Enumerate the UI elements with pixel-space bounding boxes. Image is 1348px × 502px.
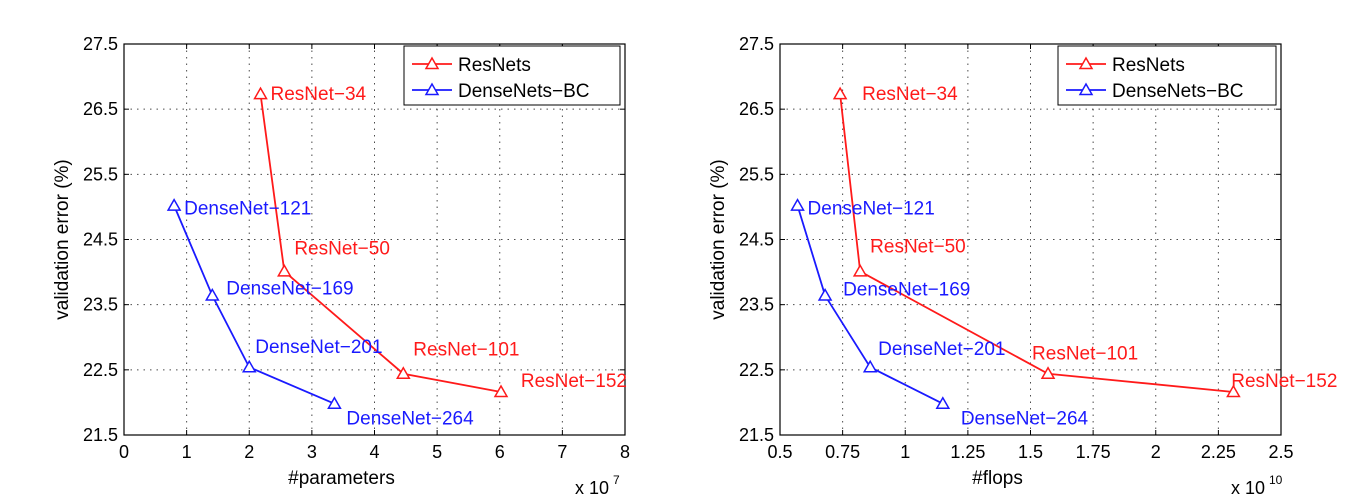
y-tick-label: 25.5 [83,164,118,184]
y-tick-label: 22.5 [83,360,118,380]
grid-lines [124,44,625,435]
series-line [259,94,502,393]
legend-entry: ResNets [458,55,531,76]
legend-swatch-marker [1078,82,1094,96]
data-point-label: ResNet−152 [521,371,627,392]
legend-box [403,45,621,106]
y-tick-label: 24.5 [739,230,774,250]
series-line [839,94,1234,393]
data-point-label: DenseNet−121 [184,199,311,220]
y-tick-label: 21.5 [739,425,774,445]
series-densenets: DenseNet−121 DenseNet−169 DenseNet−201 Dens… [790,198,1089,430]
x-tick-label: 2 [244,442,254,462]
x-tick-label: 1.75 [1076,442,1111,462]
data-point-label: DenseNet−121 [808,199,935,220]
data-point-label: DenseNet−169 [843,280,970,301]
y-tick-label: 26.5 [739,99,774,119]
y-axis-label: validation error (%) [52,159,73,320]
x-tick-label: 1.5 [1018,442,1043,462]
legend-entry: DenseNets−BC [458,81,589,102]
data-point-marker [1226,384,1241,398]
x-tick-label: 2.5 [1268,442,1293,462]
y-tick-label: 21.5 [83,425,118,445]
chart-panel-2: 0.5 0.75 1 1.25 1.5 1.75 2 2.25 2.5 21.5 22.5 23.5 2… [708,34,1337,498]
x-multiplier-exponent: 7 [613,473,620,487]
data-point-marker [277,263,292,277]
data-point-marker [935,396,951,409]
legend: ResNets DenseNets−BC [1057,45,1277,106]
x-multiplier-label: x 10 [575,478,609,498]
data-point-label: ResNet−34 [862,84,958,105]
data-point-label: ResNet−50 [294,238,390,259]
x-tick-label: 2 [1151,442,1161,462]
y-tick-label: 26.5 [83,99,118,119]
data-point-marker [790,198,805,211]
legend-swatch-marker [1078,56,1094,70]
data-point-label: DenseNet−264 [346,409,474,430]
legend-swatch-marker [424,56,440,70]
data-point-marker [253,86,268,100]
data-point-label: ResNet−101 [1032,344,1138,365]
series-resnets: ResNet−34 ResNet−50 ResNet−101 ResNet−152 [832,84,1337,398]
y-tick-label: 22.5 [739,360,774,380]
x-axis-label: #parameters [288,468,395,489]
data-point-label: DenseNet−264 [961,409,1089,430]
data-point-label: ResNet−152 [1231,371,1337,392]
data-point-marker [166,198,182,211]
x-tick-label: 8 [620,442,630,462]
x-tick-label: 0 [119,442,129,462]
y-tick-label: 27.5 [83,34,118,54]
data-point-marker [327,396,342,409]
data-point-marker [852,263,868,277]
x-tick-label: 6 [495,442,505,462]
data-point-marker [862,359,878,373]
x-tick-label: 3 [307,442,317,462]
legend-swatch-marker [424,82,440,96]
data-point-marker [396,366,411,379]
x-tick-label: 2.25 [1201,442,1236,462]
legend-box [1057,45,1277,106]
y-tick-label: 23.5 [83,295,118,315]
x-multiplier-exponent: 10 [1269,473,1283,487]
x-tick-label: 0.5 [767,442,792,462]
legend-entry: ResNets [1112,55,1185,76]
x-tick-label: 1 [182,442,192,462]
y-tick-label: 25.5 [739,164,774,184]
x-multiplier-label: x 10 [1231,478,1265,498]
data-point-label: DenseNet−201 [878,339,1005,360]
data-point-marker [493,384,509,398]
data-point-marker [205,288,220,301]
x-tick-label: 1.25 [950,442,985,462]
y-tick-label: 23.5 [739,295,774,315]
x-tick-label: 1 [900,442,910,462]
data-point-marker [241,359,257,373]
x-tick-label: 7 [557,442,567,462]
data-point-marker [1040,366,1056,379]
data-point-label: ResNet−34 [271,84,367,105]
chart-panel-1: 0 1 2 3 4 5 6 7 821.522.523.524.525.526.527.5#pa… [52,34,630,498]
y-axis-label: validation error (%) [708,159,729,320]
y-tick-label: 24.5 [83,230,118,250]
data-point-label: DenseNet−169 [226,279,353,300]
x-tick-label: 5 [432,442,442,462]
grid-lines [780,44,1281,435]
series-line [796,205,944,405]
x-tick-label: 4 [369,442,379,462]
x-axis-label: #flops [972,468,1023,489]
legend-entry: DenseNets−BC [1112,81,1243,102]
legend: ResNets DenseNets−BC [403,45,621,106]
data-point-marker [817,288,833,301]
y-tick-label: 27.5 [739,34,774,54]
data-point-label: DenseNet−201 [255,337,382,358]
x-tick-label: 0.75 [825,442,860,462]
data-point-marker [832,86,848,100]
data-point-label: ResNet−50 [870,236,966,257]
series-densenets: DenseNet−121 DenseNet−169 DenseNet−201 Dens… [166,198,474,430]
series-line [173,205,335,405]
data-point-label: ResNet−101 [413,340,519,361]
